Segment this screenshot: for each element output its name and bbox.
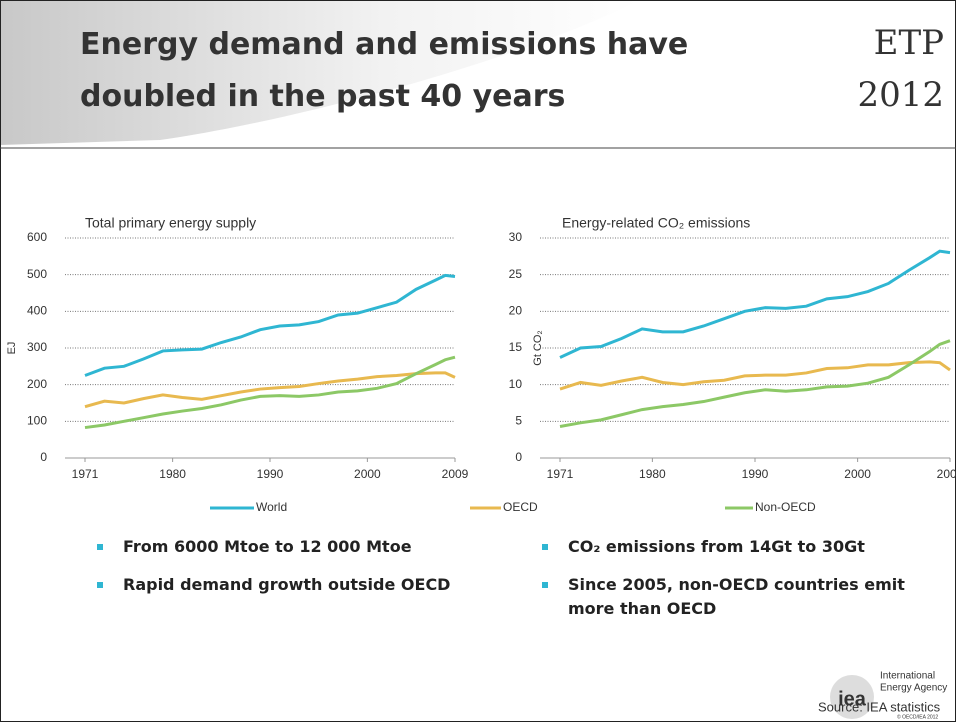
logo-name: Energy Agency [880, 683, 947, 694]
logo-name: International [880, 671, 935, 682]
title-line: Energy demand and emissions have [80, 27, 688, 62]
y-tick-label: 20 [509, 304, 523, 318]
y-tick-label: 0 [40, 450, 47, 464]
series-line [84, 273, 456, 377]
x-tick-label: 1980 [159, 467, 186, 481]
series-line [559, 360, 951, 391]
bullet: Rapid demand growth outside OECD [97, 573, 503, 597]
x-tick-label: 1980 [639, 467, 666, 481]
badge: ETP [874, 23, 944, 63]
y-tick-label: 600 [27, 230, 47, 244]
x-tick-label: 2000 [354, 467, 381, 481]
chart-title: Total primary energy supply [85, 215, 256, 231]
bullet: Since 2005, non-OECD countries emit more… [542, 573, 908, 621]
y-tick-label: 300 [27, 340, 47, 354]
x-tick-label: 2009 [937, 467, 956, 481]
y-tick-label: 200 [27, 377, 47, 391]
header-swoosh [0, 0, 640, 145]
legend-label: World [256, 500, 287, 514]
y-tick-label: 100 [27, 414, 47, 428]
slide-title: Energy demand and emissions have doubled … [80, 27, 688, 114]
y-tick-label: 0 [515, 450, 522, 464]
source: Source: IEA statistics [818, 699, 941, 714]
legend-label: Non-OECD [755, 500, 816, 514]
y-tick-label: 5 [515, 414, 522, 428]
x-tick-label: 2009 [442, 467, 469, 481]
x-tick-label: 1990 [742, 467, 769, 481]
y-axis-label: EJ [6, 342, 18, 355]
series-line [84, 355, 456, 430]
logo-copyright: © OECD/IEA 2012 [897, 713, 938, 720]
x-tick-label: 1971 [72, 467, 99, 481]
logo-circle [830, 675, 874, 719]
y-axis-label: Gt CO₂ [532, 330, 544, 365]
legend-label: OECD [503, 500, 538, 514]
y-tick-label: 15 [509, 340, 523, 354]
bullet: From 6000 Mtoe to 12 000 Mtoe [97, 535, 503, 559]
badge: 2012 [857, 75, 944, 115]
title-line: doubled in the past 40 years [80, 79, 565, 114]
y-tick-label: 30 [509, 230, 523, 244]
chart-title: Energy-related CO₂ emissions [562, 215, 750, 231]
y-tick-label: 10 [509, 377, 523, 391]
x-tick-label: 1971 [547, 467, 574, 481]
y-tick-label: 400 [27, 304, 47, 318]
bullet: CO₂ emissions from 14Gt to 30Gt [542, 535, 908, 559]
x-tick-label: 2000 [844, 467, 871, 481]
y-tick-label: 25 [509, 267, 523, 281]
series-line [559, 339, 951, 428]
x-tick-label: 1990 [257, 467, 284, 481]
series-line [559, 249, 951, 359]
series-line [84, 371, 456, 409]
y-tick-label: 500 [27, 267, 47, 281]
logo-mark: iea [838, 688, 867, 710]
